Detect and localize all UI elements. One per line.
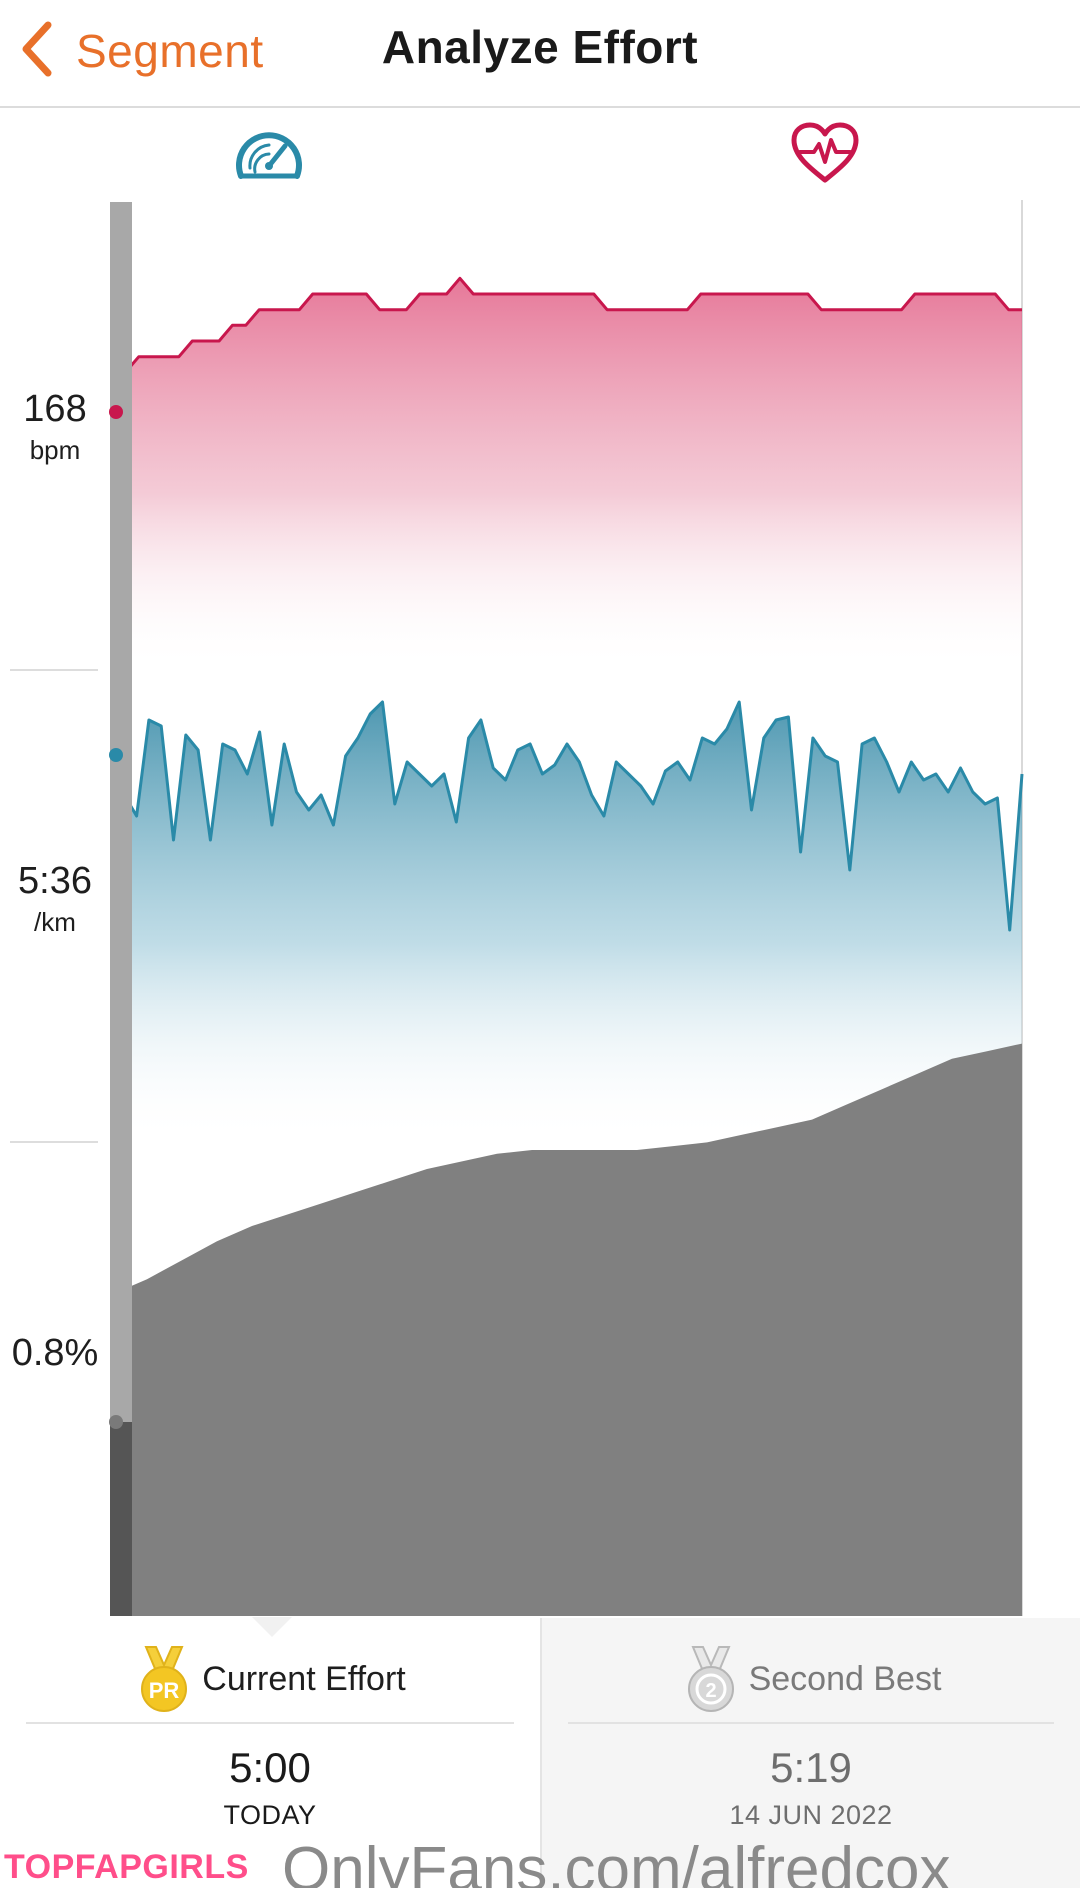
current-effort-card[interactable]: PR Current Effort 5:00 TODAY [0,1618,540,1888]
divider [568,1722,1054,1724]
elevation-series [112,1043,1022,1616]
current-effort-header: PR Current Effort [0,1644,540,1714]
heart-rate-series [110,276,1022,670]
pace-value: 5:36 [18,860,92,902]
pr-medal-icon: PR [134,1643,194,1715]
pace-value-label: 5:36 /km [0,860,110,938]
pace-series [112,700,1024,1142]
scrubber-handle[interactable] [109,202,132,1616]
second-best-card[interactable]: 2 Second Best 5:19 14 JUN 2022 [540,1618,1080,1888]
pace-marker [109,748,123,762]
elevation-marker [109,1415,123,1429]
grade-value-label: 0.8% [0,1332,110,1375]
effort-comparison: PR Current Effort 5:00 TODAY 2 Second Be… [0,1617,1080,1888]
hr-line [110,276,1022,374]
speedometer-icon[interactable] [233,126,305,184]
chevron-left-icon [18,19,58,84]
second-best-date: 14 JUN 2022 [729,1800,893,1830]
hr-unit: bpm [29,435,81,465]
pace-line [112,700,1024,932]
heart-rate-icon[interactable] [790,122,860,184]
back-button[interactable]: Segment [18,14,264,88]
hr-marker [109,405,123,419]
effort-chart[interactable]: 168 bpm 5:36 /km 0.8% [0,200,1080,1618]
hr-area [112,278,1022,670]
elevation-area [112,1043,1022,1616]
hr-value: 168 [23,388,87,430]
selection-pointer [252,1617,292,1637]
grade-value: 0.8% [11,1332,99,1374]
scrubber-bar [110,202,132,1616]
pace-unit: /km [34,907,76,937]
second-best-time: 5:19 [770,1744,852,1791]
pr-badge-text: PR [149,1678,180,1703]
watermark-right: OnlyFans.com/alfredcox [282,1835,951,1888]
current-effort-date: TODAY [223,1800,317,1830]
second-best-title: Second Best [748,1659,942,1698]
page-title: Analyze Effort [381,21,699,73]
current-effort-time: 5:00 [229,1744,311,1791]
silver-medal-icon: 2 [681,1643,741,1715]
scrubber-elev-segment [110,1422,132,1616]
divider [26,1722,514,1724]
hr-value-label: 168 bpm [0,388,110,466]
second-best-header: 2 Second Best [542,1644,1080,1714]
nav-header: Segment Analyze Effort [0,0,1080,108]
back-label: Segment [76,25,264,77]
pace-area [112,702,1022,1142]
watermark-left: TOPFAPGIRLS [4,1848,249,1886]
second-badge-text: 2 [705,1680,716,1702]
current-effort-title: Current Effort [202,1659,406,1698]
chart-canvas[interactable] [0,200,1080,1618]
